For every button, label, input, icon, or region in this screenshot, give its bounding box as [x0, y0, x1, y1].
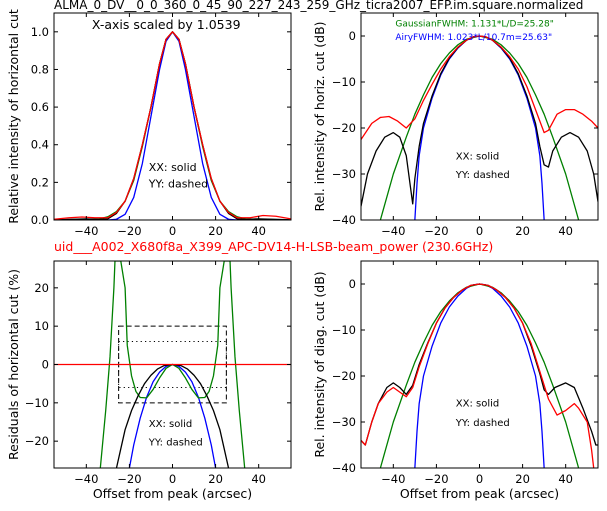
y-tick-label: −20 — [25, 434, 49, 448]
annotation-text: YY: dashed — [455, 170, 510, 181]
plot-frame — [360, 260, 599, 469]
y-tick-label: −40 — [332, 213, 356, 227]
y-axis-label: Rel. intensity of horiz. cut (dB) — [312, 21, 327, 211]
series-line-YY — [361, 283, 595, 468]
y-tick-label: 0 — [42, 358, 49, 372]
x-tick-label: 40 — [251, 224, 266, 238]
x-tick-label: −20 — [424, 472, 448, 486]
series-line-airy — [107, 31, 238, 220]
annotation-text: YY: dashed — [148, 438, 203, 449]
y-tick-label: −10 — [332, 75, 356, 89]
y-axis-label: Relative intensity of horizontal cut — [6, 9, 21, 224]
y-tick-label: −20 — [332, 121, 356, 135]
y-tick-label: −10 — [332, 323, 356, 337]
chart-panel-top-left: −40 −20 0 20 40 0.0 0.2 0.4 0.6 0.8 1.0 Relative in… — [6, 9, 292, 238]
x-tick-label: 40 — [558, 224, 573, 238]
x-tick-label: −40 — [381, 224, 405, 238]
x-tick-label: 0 — [476, 224, 483, 238]
y-tick-label: 0.6 — [31, 100, 49, 114]
chart-panel-bottom-left: −40 −20 0 20 40 −20 −10 0 10 20 Residuals of horiz… — [6, 260, 292, 501]
figure-top-title: ALMA_0_DV__0_0_360_0_45_90_227_243_259_G… — [54, 0, 583, 12]
series-line-airy — [128, 363, 217, 468]
annotation-text: XX: solid — [149, 161, 197, 174]
x-axis-label: Offset from peak (arcsec) — [93, 486, 252, 501]
y-axis-label: Residuals of horizontal cut (%) — [6, 269, 21, 460]
series-line-gaussian — [54, 31, 291, 220]
annotation-text: XX: solid — [149, 419, 192, 430]
y-tick-label: 10 — [34, 319, 49, 333]
annotation-text: YY: dashed — [148, 178, 208, 191]
y-tick-label: 0.0 — [31, 213, 49, 227]
plot-frame — [360, 12, 599, 221]
figure-mid-title: uid___A002_X680f8a_X399_APC-DV14-H-LSB-b… — [54, 239, 493, 254]
x-tick-label: 0 — [169, 224, 176, 238]
annotation-text: X-axis scaled by 1.0539 — [92, 17, 241, 32]
y-tick-label: 20 — [34, 281, 49, 295]
y-tick-label: −20 — [332, 369, 356, 383]
series-line-airy — [414, 283, 545, 468]
annotation-text: XX: solid — [456, 151, 499, 162]
x-tick-label: 0 — [169, 472, 176, 486]
series-line-YY — [54, 31, 291, 220]
y-tick-label: −30 — [332, 167, 356, 181]
x-tick-label: −40 — [74, 472, 98, 486]
x-tick-label: 20 — [208, 224, 223, 238]
y-tick-label: 0 — [349, 29, 356, 43]
x-axis-label: Offset from peak (arcsec) — [400, 486, 559, 501]
x-tick-label: 0 — [476, 472, 483, 486]
x-tick-label: 20 — [515, 224, 530, 238]
annotation-text: YY: dashed — [455, 418, 510, 429]
series-line-XX — [54, 31, 291, 220]
x-tick-label: −20 — [117, 224, 141, 238]
x-tick-label: 20 — [515, 472, 530, 486]
series-line-airy — [414, 35, 545, 220]
annotation-text: XX: solid — [456, 398, 499, 409]
legend-entry: AiryFWHM: 1.023*L/10.7m=25.63" — [395, 33, 552, 43]
y-tick-label: −10 — [25, 396, 49, 410]
series-line-YY — [361, 35, 598, 140]
y-tick-label: 0.8 — [31, 62, 49, 76]
y-axis-label: Rel. intensity of diag. cut (dB) — [312, 271, 327, 457]
y-tick-label: 0.4 — [31, 138, 49, 152]
threshold-box-dotted — [118, 341, 227, 388]
y-tick-label: 0.2 — [31, 175, 49, 189]
x-tick-label: −20 — [117, 472, 141, 486]
series-line-gaussian — [379, 35, 580, 220]
y-tick-label: 1.0 — [31, 25, 49, 39]
series-line-gaussian — [379, 283, 580, 468]
x-tick-label: −20 — [424, 224, 448, 238]
chart-panel-top-right: −40 −20 0 20 40 −40 −30 −20 −10 0 Rel. intensity o… — [312, 12, 599, 238]
y-tick-label: 0 — [349, 277, 356, 291]
x-tick-label: 40 — [251, 472, 266, 486]
legend-entry: GaussianFWHM: 1.131*L/D=25.28" — [395, 19, 553, 29]
x-tick-label: 40 — [558, 472, 573, 486]
y-tick-label: −30 — [332, 415, 356, 429]
chart-panel-bottom-right: −40 −20 0 20 40 −40 −30 −20 −10 0 Rel. intensity o… — [312, 260, 599, 501]
x-tick-label: −40 — [74, 224, 98, 238]
x-tick-label: −40 — [381, 472, 405, 486]
x-tick-label: 20 — [208, 472, 223, 486]
y-tick-label: −40 — [332, 461, 356, 475]
